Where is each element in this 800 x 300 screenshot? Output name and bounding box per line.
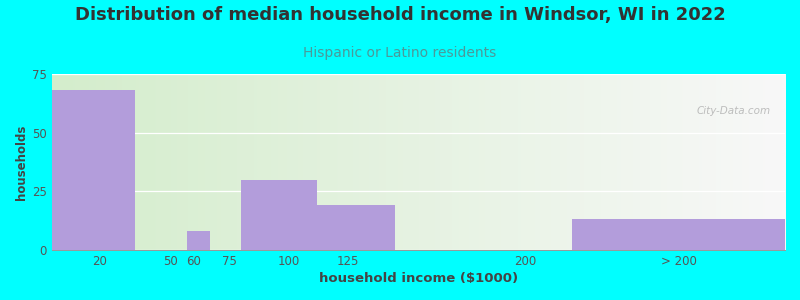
Text: Hispanic or Latino residents: Hispanic or Latino residents — [303, 46, 497, 61]
Bar — [52, 90, 134, 250]
Bar — [186, 231, 210, 250]
Bar — [241, 180, 317, 250]
Bar — [317, 206, 395, 250]
Text: City-Data.com: City-Data.com — [696, 106, 770, 116]
Y-axis label: households: households — [15, 124, 28, 200]
Bar — [572, 220, 785, 250]
Text: Distribution of median household income in Windsor, WI in 2022: Distribution of median household income … — [74, 6, 726, 24]
X-axis label: household income ($1000): household income ($1000) — [319, 272, 518, 285]
